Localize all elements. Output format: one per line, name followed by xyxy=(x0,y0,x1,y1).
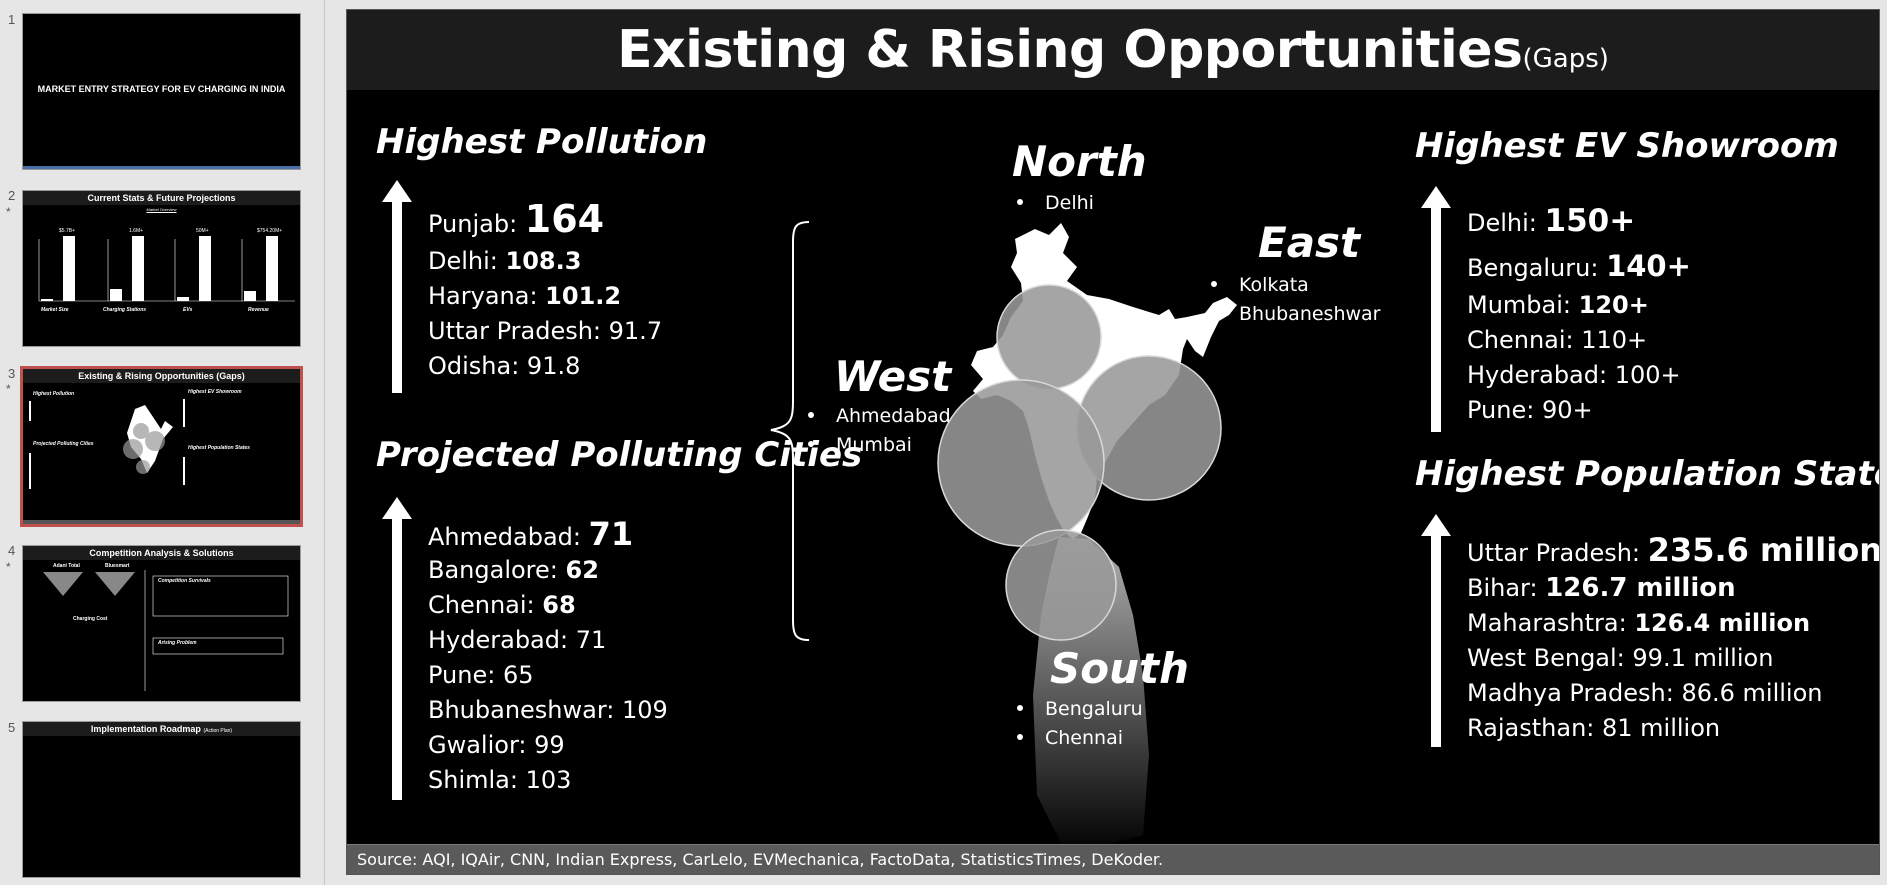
slide-thumbnail-5[interactable]: Implementation Roadmap (Action Plan) xyxy=(22,721,301,878)
thumb-number-3: 3 xyxy=(8,366,16,381)
list-item: Gwalior: 99 xyxy=(428,731,565,759)
region-south-cities: Bengaluru Chennai xyxy=(1017,695,1143,753)
highest-population-heading: Highest Population States xyxy=(1415,454,1880,494)
list-item: Ahmedabad: 71 xyxy=(428,515,634,553)
slide-thumbnail-2[interactable]: Current Stats & Future Projections Marke… xyxy=(22,190,301,347)
thumb-2-bar-chart xyxy=(38,236,295,302)
region-north-label: North xyxy=(1012,137,1147,186)
list-item: Maharashtra: 126.4 million xyxy=(1467,609,1811,637)
thumb-5-subtitle: (Action Plan) xyxy=(203,728,233,734)
region-east-cities: Kolkata Bhubaneshwar xyxy=(1211,271,1381,329)
thumb-1-footer xyxy=(23,166,300,169)
svg-text:Highest EV Showroom: Highest EV Showroom xyxy=(188,389,242,395)
list-item: Bangalore: 62 xyxy=(428,556,599,584)
list-item: Chennai xyxy=(1017,724,1143,753)
slide-thumbnail-1[interactable]: MARKET ENTRY STRATEGY FOR EV CHARGING IN… xyxy=(22,13,301,170)
slide-thumbnail-3[interactable]: Existing & Rising Opportunities (Gaps) H… xyxy=(20,366,303,527)
list-item: Delhi: 108.3 xyxy=(428,247,582,275)
region-west-label: West xyxy=(834,352,952,401)
list-item: West Bengal: 99.1 million xyxy=(1467,644,1774,672)
list-item: Odisha: 91.8 xyxy=(428,352,581,380)
region-north-cities: Delhi xyxy=(1017,189,1094,218)
list-item: Chennai: 68 xyxy=(428,591,576,619)
thumb-number-5: 5 xyxy=(8,720,16,735)
list-item: Kolkata xyxy=(1211,271,1381,300)
thumb-number-2: 2 xyxy=(8,188,16,203)
up-arrow-icon xyxy=(382,497,412,800)
highest-pollution-list: Punjab: 164 Delhi: 108.3 Haryana: 101.2 … xyxy=(428,194,662,384)
list-item: Uttar Pradesh: 235.6 million xyxy=(1467,531,1880,569)
slide-thumbnail-panel[interactable]: 1 MARKET ENTRY STRATEGY FOR EV CHARGING … xyxy=(0,0,325,885)
list-item: Ahmedabad xyxy=(808,402,951,431)
thumb-star-3: * xyxy=(6,382,11,396)
highest-population-list: Uttar Pradesh: 235.6 million Bihar: 126.… xyxy=(1467,528,1880,746)
source-footer: Source: AQI, IQAir, CNN, Indian Express,… xyxy=(347,844,1879,874)
list-item: Rajasthan: 81 million xyxy=(1467,714,1721,742)
projected-cities-list: Ahmedabad: 71 Bangalore: 62 Chennai: 68 … xyxy=(428,512,668,798)
list-item: Delhi: 150+ xyxy=(1467,203,1636,239)
list-item: Shimla: 103 xyxy=(428,766,572,794)
thumb-star-2: * xyxy=(6,205,11,219)
region-east-label: East xyxy=(1258,218,1361,267)
list-item: Bihar: 126.7 million xyxy=(1467,573,1736,603)
slide-title-suffix: (Gaps) xyxy=(1522,44,1609,74)
region-west-cities: Ahmedabad Mumbai xyxy=(808,402,951,460)
curly-brace xyxy=(770,221,810,641)
list-item: Punjab: 164 xyxy=(428,197,605,241)
list-item: Mumbai xyxy=(808,431,951,460)
list-item: Uttar Pradesh: 91.7 xyxy=(428,317,663,345)
thumb-number-1: 1 xyxy=(8,12,16,27)
thumb-4-title: Competition Analysis & Solutions xyxy=(89,548,234,558)
slide-thumbnail-4[interactable]: Competition Analysis & Solutions Adani T… xyxy=(22,545,301,702)
list-item: Chennai: 110+ xyxy=(1467,326,1648,354)
thumb-3-preview: Highest Pollution Projected Polluting Ci… xyxy=(29,389,250,489)
india-map xyxy=(937,223,1237,855)
region-south-label: South xyxy=(1050,644,1189,693)
svg-text:Projected Polluting Cities: Projected Polluting Cities xyxy=(33,441,94,447)
thumb-2-title: Current Stats & Future Projections xyxy=(87,193,236,203)
list-item: Pune: 90+ xyxy=(1467,396,1593,424)
list-item: Pune: 65 xyxy=(428,661,534,689)
slide-title-bar: Existing & Rising Opportunities(Gaps) xyxy=(347,10,1879,90)
list-item: Bhubaneshwar: 109 xyxy=(428,696,668,724)
up-arrow-icon xyxy=(1421,186,1451,432)
list-item: Bhubaneshwar xyxy=(1211,300,1381,329)
list-item: Delhi xyxy=(1017,189,1094,218)
thumb-star-4: * xyxy=(6,560,11,574)
list-item: Bengaluru: 140+ xyxy=(1467,249,1691,283)
highest-ev-showroom-list: Delhi: 150+ Bengaluru: 140+ Mumbai: 120+… xyxy=(1467,199,1691,428)
svg-text:Highest Pollution: Highest Pollution xyxy=(33,391,74,397)
highest-ev-showroom-heading: Highest EV Showroom xyxy=(1415,126,1839,166)
thumb-5-title: Implementation Roadmap xyxy=(90,724,201,734)
thumb-3-title: Existing & Rising Opportunities (Gaps) xyxy=(78,371,245,381)
list-item: Bengaluru xyxy=(1017,695,1143,724)
list-item: Madhya Pradesh: 86.6 million xyxy=(1467,679,1823,707)
list-item: Mumbai: 120+ xyxy=(1467,291,1649,319)
up-arrow-icon xyxy=(1421,514,1451,747)
list-item: Hyderabad: 71 xyxy=(428,626,607,654)
list-item: Hyderabad: 100+ xyxy=(1467,361,1681,389)
thumb-4-preview xyxy=(43,570,289,691)
up-arrow-icon xyxy=(382,180,412,393)
svg-text:Highest Population States: Highest Population States xyxy=(188,445,250,451)
list-item: Haryana: 101.2 xyxy=(428,282,622,310)
thumb-2-subtitle: Market Overview xyxy=(146,207,177,212)
projected-cities-heading: Projected Polluting Cities xyxy=(376,435,863,475)
slide-title: Existing & Rising Opportunities xyxy=(617,20,1523,80)
thumb-1-title: MARKET ENTRY STRATEGY FOR EV CHARGING IN… xyxy=(37,84,286,94)
thumb-number-4: 4 xyxy=(8,543,16,558)
slide-canvas[interactable]: Existing & Rising Opportunities(Gaps) Hi… xyxy=(346,9,1880,875)
highest-pollution-heading: Highest Pollution xyxy=(376,122,708,162)
